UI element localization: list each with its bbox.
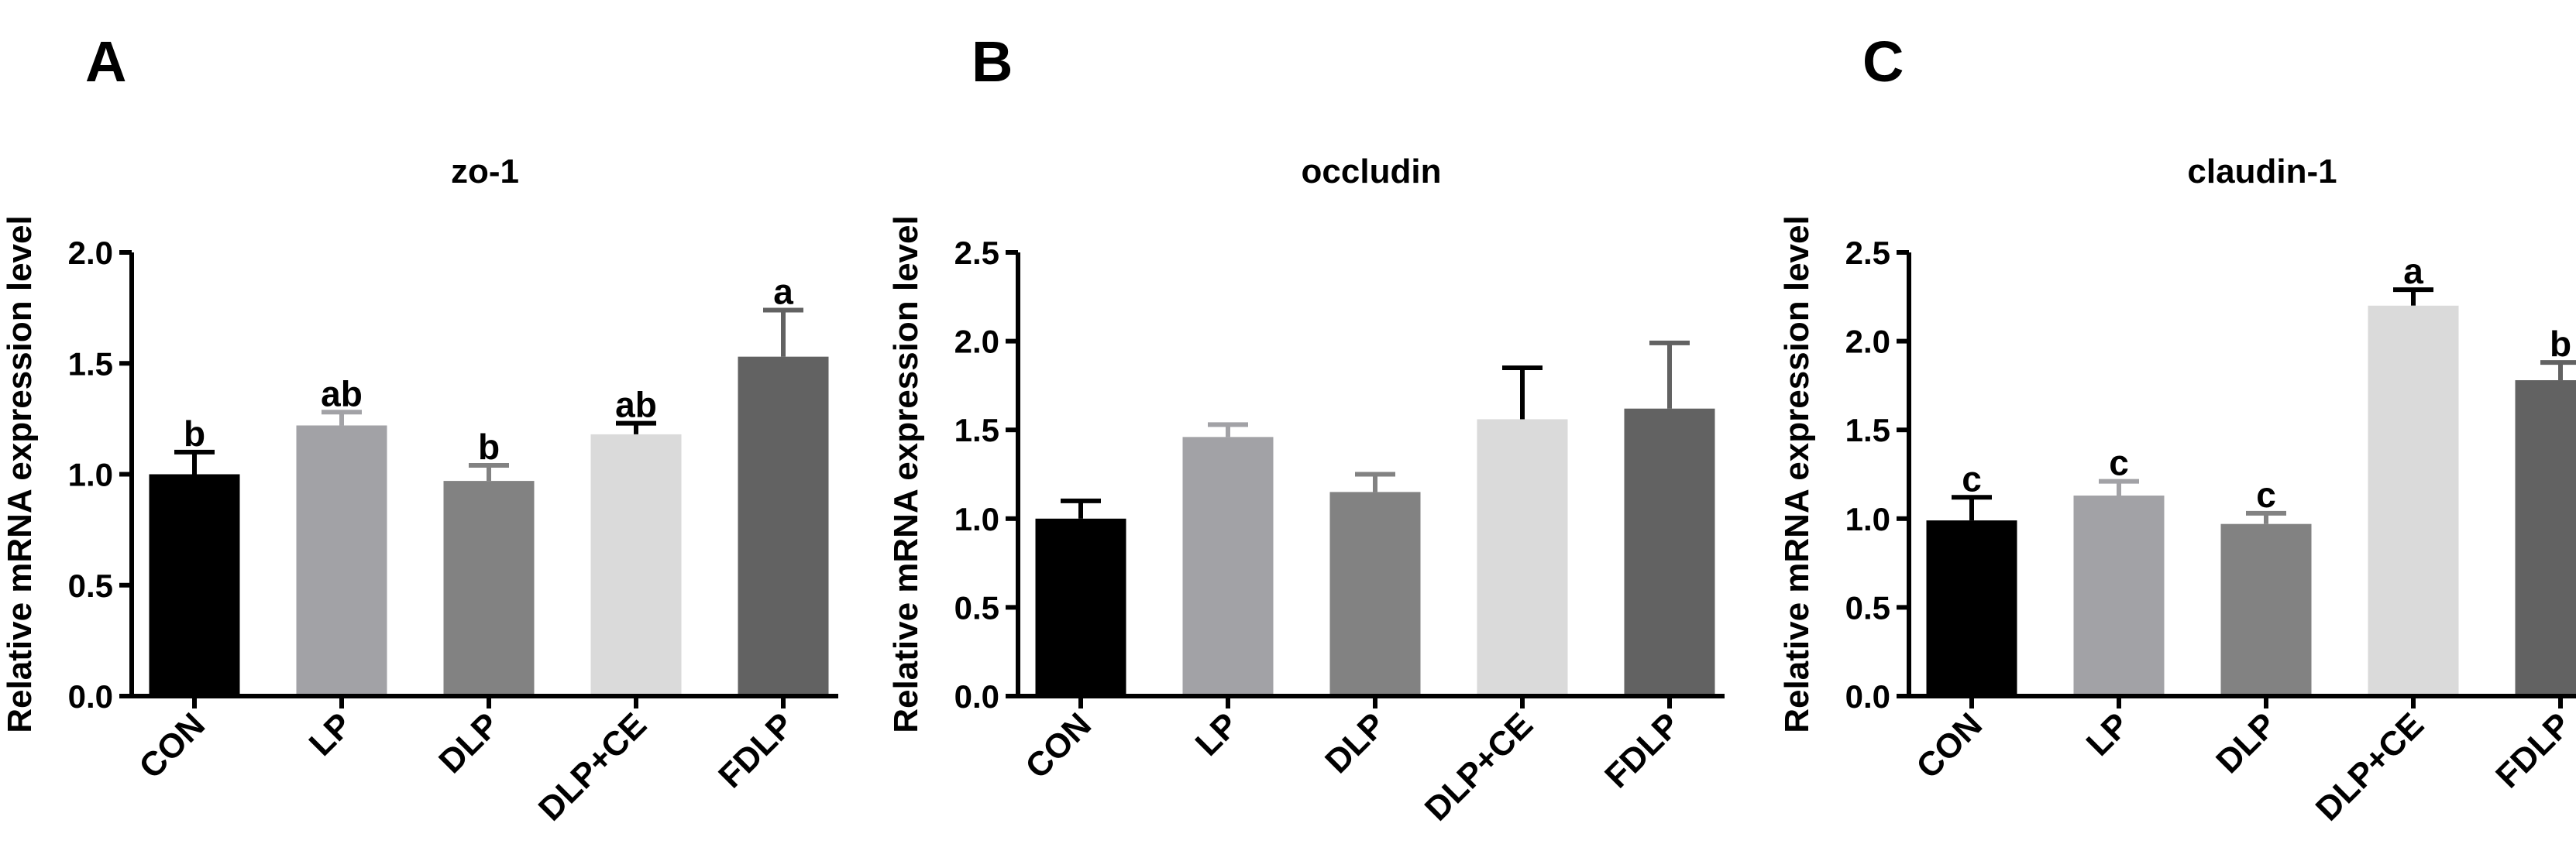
y-tick-label: 1.0 <box>68 457 113 493</box>
y-tick-label: 0.0 <box>68 678 113 715</box>
bar <box>443 481 535 696</box>
y-axis-label: Relative mRNA expression level <box>887 215 925 732</box>
x-tick-label: FDLP <box>711 705 801 795</box>
chart-title: occludin <box>1302 153 1442 190</box>
significance-letter: b <box>2550 324 2571 364</box>
x-tick-label: CON <box>1018 705 1099 786</box>
significance-letter: a <box>2403 251 2423 291</box>
bar <box>2368 305 2459 696</box>
y-tick-label: 0.0 <box>954 678 999 715</box>
panel-label: C <box>1862 29 1904 94</box>
x-tick-label: DLP+CE <box>531 705 654 828</box>
significance-letter: a <box>773 271 793 311</box>
x-tick-label: FDLP <box>1598 705 1687 795</box>
y-tick-label: 1.5 <box>954 412 999 448</box>
bar <box>2515 380 2576 696</box>
bar <box>1624 408 1715 696</box>
y-axis-label: Relative mRNA expression level <box>1 215 39 732</box>
bar <box>1477 419 1568 696</box>
x-tick-label: LP <box>302 705 359 763</box>
x-tick-label: DLP <box>432 705 507 781</box>
x-tick-label: DLP+CE <box>2309 705 2431 828</box>
y-tick-label: 0.5 <box>1845 589 1890 626</box>
bar <box>1182 437 1274 696</box>
significance-letter: c <box>1962 458 1982 499</box>
bar <box>2220 523 2312 696</box>
x-tick-label: DLP+CE <box>1418 705 1540 828</box>
significance-letter: c <box>2109 443 2129 483</box>
significance-letter: b <box>184 413 205 454</box>
y-tick-label: 2.0 <box>68 235 113 271</box>
y-axis-label: Relative mRNA expression level <box>1778 215 1816 732</box>
chart-title: claudin-1 <box>2187 153 2337 190</box>
significance-letter: b <box>478 427 500 467</box>
significance-letter: ab <box>321 373 363 413</box>
panel-label: A <box>85 29 126 94</box>
x-tick-label: FDLP <box>2488 705 2576 795</box>
x-tick-label: LP <box>2079 705 2137 763</box>
chart-title: zo-1 <box>451 153 519 190</box>
y-tick-label: 2.5 <box>954 235 999 271</box>
bar <box>149 474 240 696</box>
bar <box>590 434 682 696</box>
y-tick-label: 0.5 <box>68 568 113 604</box>
bar <box>2073 496 2165 696</box>
x-tick-label: DLP <box>2209 705 2284 781</box>
y-tick-label: 1.5 <box>68 345 113 382</box>
x-tick-label: CON <box>132 705 212 786</box>
bar <box>1329 492 1421 696</box>
y-tick-label: 2.5 <box>1845 235 1890 271</box>
y-tick-label: 1.0 <box>1845 501 1890 537</box>
y-tick-label: 2.0 <box>1845 324 1890 360</box>
bar <box>1926 520 2017 696</box>
y-tick-label: 0.5 <box>954 589 999 626</box>
y-tick-label: 0.0 <box>1845 678 1890 715</box>
significance-letter: ab <box>615 385 657 425</box>
bar <box>1035 518 1126 696</box>
bar <box>296 425 387 696</box>
bar <box>738 356 829 696</box>
panel-label: B <box>972 29 1013 94</box>
x-tick-label: DLP <box>1318 705 1393 781</box>
x-tick-label: CON <box>1909 705 1990 786</box>
y-tick-label: 1.5 <box>1845 412 1890 448</box>
y-tick-label: 1.0 <box>954 501 999 537</box>
x-tick-label: LP <box>1188 705 1246 763</box>
y-tick-label: 2.0 <box>954 324 999 360</box>
significance-letter: c <box>2256 475 2276 515</box>
